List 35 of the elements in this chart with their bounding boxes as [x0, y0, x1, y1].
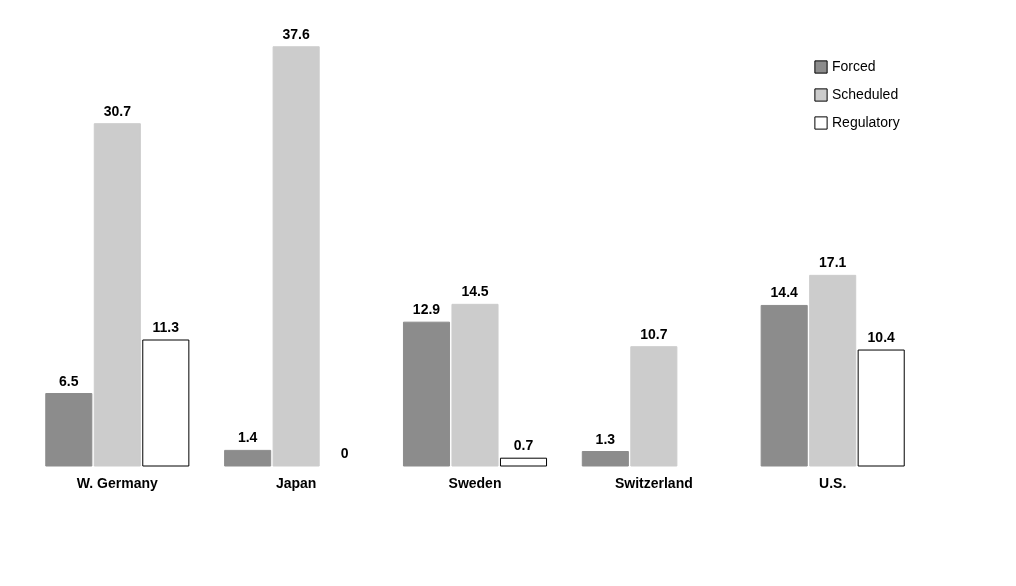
data-label: 1.3 [595, 430, 616, 447]
data-label: 0 [340, 445, 349, 461]
bar [630, 346, 678, 467]
bar [857, 349, 905, 467]
data-label: 17.1 [819, 254, 847, 271]
data-label: 14.4 [770, 284, 799, 301]
bar [499, 457, 548, 467]
data-label: 14.5 [461, 283, 489, 300]
bar [760, 304, 808, 467]
data-label: 11.3 [152, 319, 180, 336]
bar [45, 393, 93, 467]
legend-label: Scheduled [832, 86, 899, 102]
data-label: 12.9 [412, 301, 441, 318]
bar [224, 449, 272, 467]
data-label: 0.7 [513, 437, 534, 454]
data-label: 10.4 [867, 329, 896, 346]
x-tick-label: U.S. [819, 474, 847, 491]
data-label: 1.4 [237, 429, 258, 446]
x-tick-label: W. Germany [76, 474, 158, 491]
x-tick-label: Japan [275, 474, 317, 491]
bar [142, 339, 190, 467]
x-tick-label: Switzerland [614, 474, 693, 491]
bar [402, 321, 451, 467]
bar [581, 451, 629, 467]
data-label: 37.6 [282, 25, 310, 42]
bar [93, 123, 141, 467]
data-label: 10.7 [640, 325, 668, 342]
bar [809, 274, 857, 467]
bar [451, 303, 499, 467]
data-label: 30.7 [103, 102, 132, 119]
bar [272, 46, 320, 467]
legend-label: Forced [832, 58, 876, 74]
data-label: 6.5 [59, 372, 79, 389]
x-tick-label: Sweden [448, 474, 502, 491]
legend-label: Regulatory [832, 114, 900, 130]
